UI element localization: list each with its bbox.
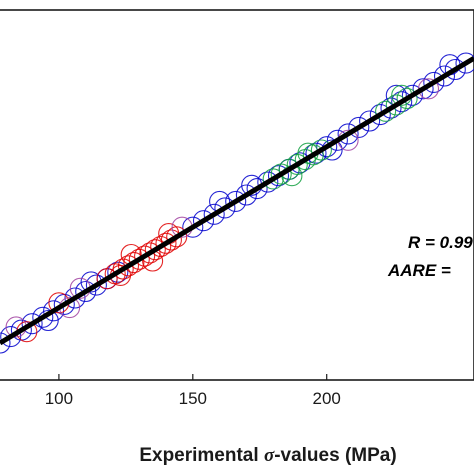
- data-point-red: [123, 252, 145, 274]
- data-point-blue: [444, 58, 466, 81]
- data-point-red: [150, 235, 172, 258]
- data-point-blue: [214, 197, 236, 219]
- data-point-blue: [235, 184, 257, 206]
- data-point-red: [139, 242, 161, 264]
- data-point-blue: [32, 306, 54, 328]
- data-point-blue: [359, 110, 381, 132]
- data-point-blue: [423, 71, 445, 93]
- data-point-blue: [75, 280, 97, 303]
- data-point-blue: [455, 52, 474, 74]
- x-tick-label: 100: [45, 389, 73, 408]
- x-tick-label: 150: [179, 389, 207, 408]
- data-point-blue: [267, 165, 290, 187]
- data-point-green: [310, 139, 332, 161]
- data-point-green: [375, 100, 397, 122]
- data-point-blue: [203, 203, 225, 225]
- data-markers: [0, 52, 474, 354]
- plot-frame: [0, 9, 474, 381]
- data-point-blue: [85, 274, 107, 296]
- data-point-blue: [0, 332, 11, 354]
- data-point-blue: [380, 97, 402, 119]
- data-point-blue: [43, 300, 65, 322]
- data-point-blue: [348, 116, 370, 138]
- x-axis-title-suffix: -values (MPa): [274, 445, 396, 466]
- data-point-blue: [192, 210, 215, 232]
- data-point-blue: [316, 136, 338, 158]
- data-point-blue: [0, 326, 22, 348]
- fit-line: [0, 56, 474, 346]
- data-point-blue: [337, 123, 359, 145]
- annotation-aare: AARE =: [387, 261, 451, 280]
- data-point-blue: [412, 78, 434, 100]
- data-point-green: [385, 94, 407, 116]
- data-point-blue: [433, 65, 456, 87]
- data-point-red: [155, 232, 177, 254]
- data-point-blue: [326, 129, 348, 151]
- data-point-blue: [369, 104, 391, 126]
- data-point-blue: [305, 142, 327, 164]
- data-point-blue: [401, 84, 423, 106]
- data-point-blue: [257, 171, 279, 193]
- data-point-blue: [391, 91, 413, 113]
- data-point-blue: [246, 178, 268, 200]
- data-point-red: [144, 239, 166, 261]
- sigma-symbol: σ: [264, 445, 275, 466]
- x-axis-title-prefix: Experimental: [139, 445, 264, 466]
- data-point-blue: [64, 287, 86, 309]
- data-point-blue: [21, 313, 43, 335]
- data-point-blue: [225, 190, 247, 212]
- x-tick-label: 200: [313, 389, 341, 408]
- data-point-blue: [107, 261, 129, 283]
- x-ticks: 100 150 200: [45, 374, 341, 408]
- data-point-blue: [182, 216, 204, 238]
- annotation-r: R = 0.99: [408, 233, 473, 252]
- data-point-green: [396, 87, 418, 110]
- x-axis-title: Experimental σ-values (MPa): [139, 445, 396, 466]
